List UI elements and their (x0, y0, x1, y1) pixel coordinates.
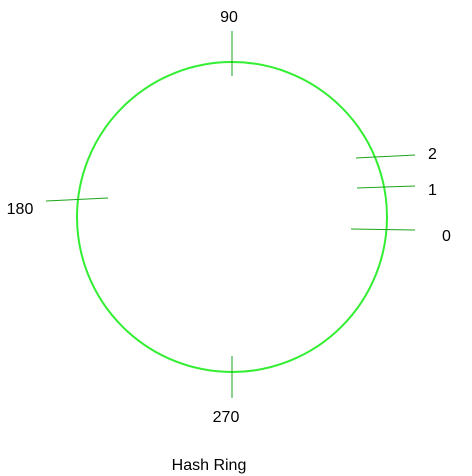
marker-label-90: 90 (220, 9, 238, 26)
marker-label-0: 0 (442, 228, 451, 245)
tick-1 (356, 185, 416, 189)
marker-label-1: 1 (428, 182, 437, 199)
hash-ring-circle (76, 61, 388, 373)
marker-label-180: 180 (7, 201, 34, 218)
diagram-caption: Hash Ring (172, 457, 247, 474)
tick-2 (355, 154, 416, 159)
marker-label-270: 270 (213, 409, 240, 426)
marker-label-2: 2 (428, 146, 437, 163)
tick-180 (45, 197, 109, 202)
tick-0 (350, 228, 416, 231)
